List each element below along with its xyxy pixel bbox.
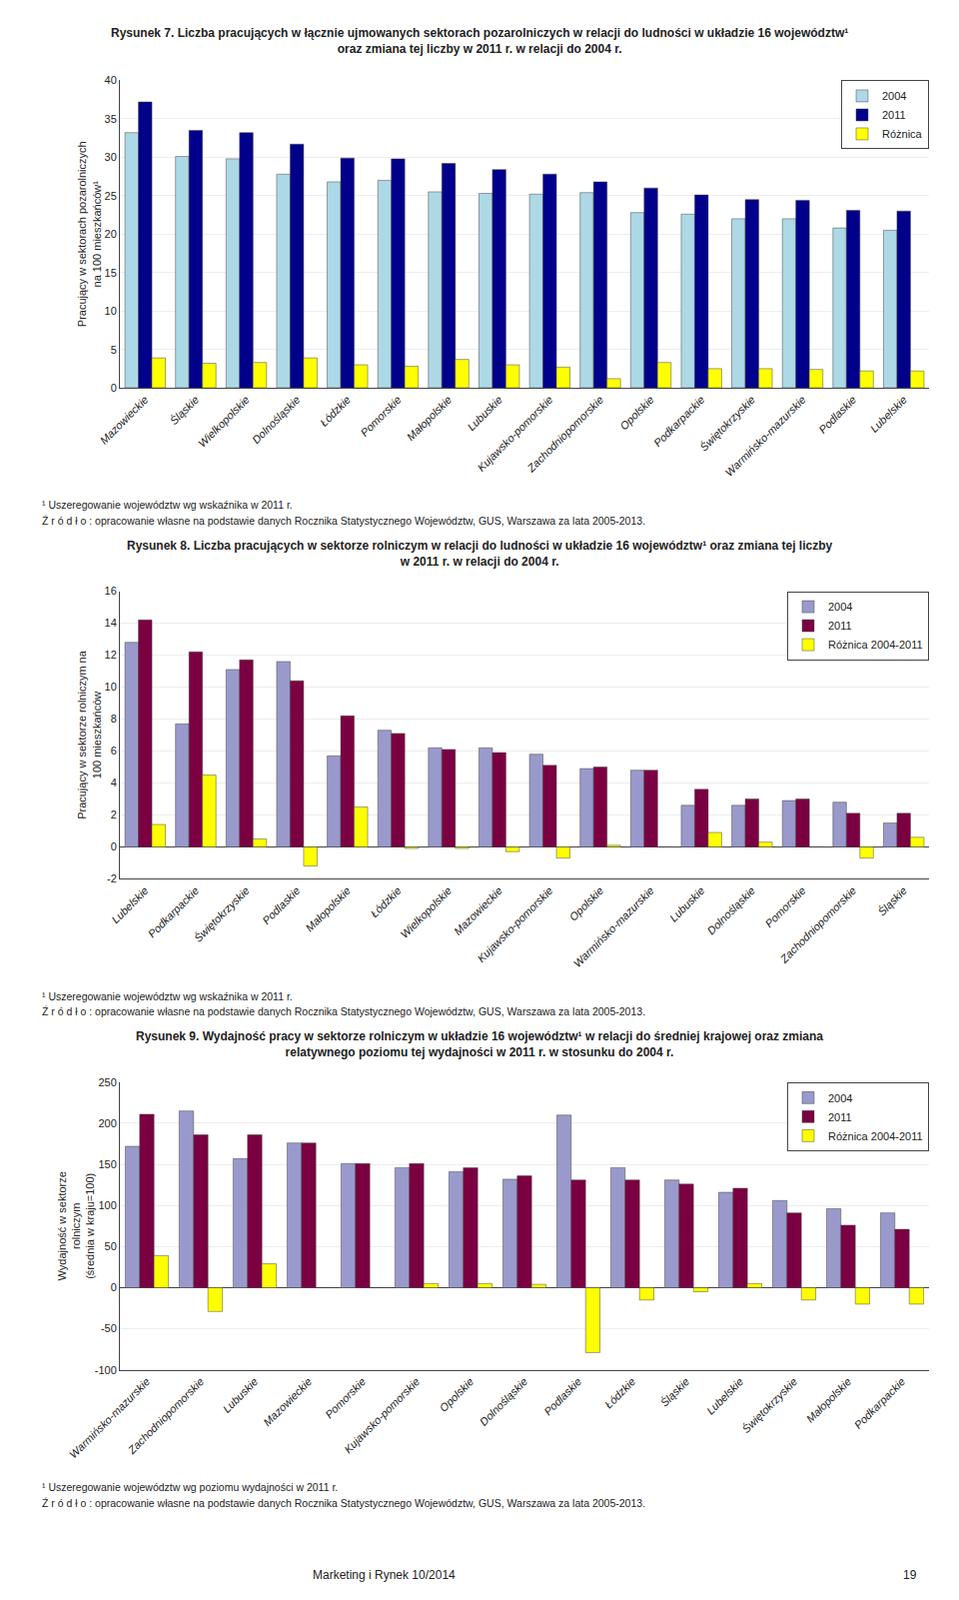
svg-text:19: 19 [903,1567,918,1582]
svg-text:12: 12 [104,648,117,661]
svg-text:40: 40 [104,73,117,86]
svg-text:Małopolskie: Małopolskie [303,884,354,935]
svg-text:Śląskie: Śląskie [658,1374,693,1409]
svg-text:Dolnośląskie: Dolnośląskie [249,393,303,447]
svg-text:Różnica 2004-2011: Różnica 2004-2011 [828,1129,924,1142]
svg-text:2004: 2004 [828,1091,853,1104]
svg-text:2011: 2011 [828,619,853,632]
svg-text:Lubelskie: Lubelskie [108,884,150,926]
svg-text:Ź r ó d ł o : opracowanie włas: Ź r ó d ł o : opracowanie własne na pods… [41,1004,646,1017]
svg-text:Zachodniopomorskie: Zachodniopomorskie [524,393,606,475]
svg-text:-2: -2 [106,872,117,885]
svg-text:Kujawsko-pomorskie: Kujawsko-pomorskie [341,1374,422,1455]
svg-text:10: 10 [104,680,117,693]
svg-text:Mazowieckie: Mazowieckie [451,884,505,938]
svg-text:10: 10 [104,304,117,317]
svg-text:150: 150 [97,1157,116,1170]
svg-text:Opolskie: Opolskie [617,393,657,433]
svg-text:Pomorskie: Pomorskie [763,884,809,930]
svg-text:Lubelskie: Lubelskie [704,1374,746,1416]
svg-text:Świętokrzyskie: Świętokrzyskie [739,1374,800,1435]
svg-text:Warmińsko-mazurskie: Warmińsko-mazurskie [571,884,657,969]
svg-text:Śląskie: Śląskie [875,884,910,919]
svg-text:2011: 2011 [828,1110,853,1123]
svg-text:2: 2 [110,808,117,821]
svg-text:¹ Uszeregowanie województw wg: ¹ Uszeregowanie województw wg poziomu wy… [41,1480,338,1493]
svg-text:6: 6 [110,744,117,757]
svg-text:Zachodniopomorskie: Zachodniopomorskie [124,1374,206,1456]
svg-text:¹ Uszeregowanie województw wg: ¹ Uszeregowanie województw wg wskaźnika … [41,498,293,511]
svg-text:Lubuskie: Lubuskie [220,1374,261,1415]
svg-text:50: 50 [104,1239,117,1252]
svg-text:Podlaskie: Podlaskie [816,393,859,436]
svg-text:Wydajność w sektorzerolniczym(: Wydajność w sektorzerolniczym(średnia w … [55,1170,97,1280]
svg-text:2011: 2011 [882,108,907,121]
svg-text:4: 4 [110,776,117,789]
svg-text:Rysunek 7. Liczba pracujących: Rysunek 7. Liczba pracujących w łącznie … [110,25,849,56]
svg-text:Mazowieckie: Mazowieckie [260,1374,314,1428]
svg-text:14: 14 [104,616,117,629]
svg-text:-50: -50 [100,1321,117,1334]
svg-text:Podkarpackie: Podkarpackie [852,1374,909,1431]
svg-text:Dolnośląskie: Dolnośląskie [705,884,759,938]
svg-text:Pomorskie: Pomorskie [358,393,404,439]
svg-text:Lubuskie: Lubuskie [464,393,505,434]
svg-text:Mazowieckie: Mazowieckie [97,393,151,447]
svg-text:Ź r ó d ł o : opracowanie włas: Ź r ó d ł o : opracowanie własne na pods… [41,514,646,527]
svg-text:Dolnośląskie: Dolnośląskie [477,1374,531,1428]
svg-text:Rysunek 9. Wydajność pracy w s: Rysunek 9. Wydajność pracy w sektorze ro… [135,1028,824,1059]
svg-text:Łódzkie: Łódzkie [317,393,353,429]
svg-text:100: 100 [97,1198,116,1211]
svg-text:30: 30 [104,150,117,163]
svg-text:200: 200 [97,1116,116,1129]
svg-text:Wielkopolskie: Wielkopolskie [397,884,454,941]
svg-text:Podkarpackie: Podkarpackie [651,393,708,450]
svg-text:-100: -100 [94,1363,117,1376]
svg-text:Kujawsko-pomorskie: Kujawsko-pomorskie [474,393,555,474]
svg-text:8: 8 [110,712,117,725]
svg-text:Lubuskie: Lubuskie [667,884,708,925]
svg-text:Świętokrzyskie: Świętokrzyskie [697,393,758,454]
svg-text:Rysunek 8. Liczba pracujących: Rysunek 8. Liczba pracujących w sektorze… [126,538,834,569]
svg-text:Opolskie: Opolskie [566,884,606,924]
svg-text:15: 15 [104,266,117,279]
svg-text:Opolskie: Opolskie [437,1374,477,1414]
svg-text:Marketing i Rynek 10/2014: Marketing i Rynek 10/2014 [312,1567,456,1582]
svg-text:Zachodniopomorskie: Zachodniopomorskie [777,884,859,965]
svg-text:Łódzkie: Łódzkie [602,1374,638,1410]
svg-text:Różnica: Różnica [882,127,924,140]
svg-text:Różnica 2004-2011: Różnica 2004-2011 [828,638,924,651]
svg-text:¹ Uszeregowanie województw wg: ¹ Uszeregowanie województw wg wskaźnika … [41,989,293,1002]
svg-text:Pomorskie: Pomorskie [322,1374,368,1420]
svg-text:Wielkopolskie: Wielkopolskie [195,393,252,450]
svg-text:Ź r ó d ł o : opracowanie włas: Ź r ó d ł o : opracowanie własne na pods… [41,1496,646,1509]
svg-text:Małopolskie: Małopolskie [404,393,455,444]
svg-text:16: 16 [104,584,117,597]
svg-text:Śląskie: Śląskie [167,393,202,428]
svg-text:25: 25 [104,189,117,202]
svg-text:0: 0 [110,840,117,853]
svg-text:Pracujący w sektorze rolniczym: Pracujący w sektorze rolniczym na100 mie… [75,649,102,820]
svg-text:Łódzkie: Łódzkie [367,884,403,920]
svg-text:Podlaskie: Podlaskie [541,1374,584,1417]
svg-text:5: 5 [110,343,117,356]
svg-text:0: 0 [110,1280,117,1293]
svg-text:Podkarpackie: Podkarpackie [145,884,202,941]
svg-text:2004: 2004 [828,600,853,613]
svg-text:Kujawsko-pomorskie: Kujawsko-pomorskie [474,884,555,964]
svg-text:Pracujący w sektorach pozaroln: Pracujący w sektorach pozarolniczychna 1… [75,140,102,327]
svg-text:Małopolskie: Małopolskie [804,1374,855,1425]
svg-text:35: 35 [104,112,117,125]
svg-text:Warmińsko-mazurskie: Warmińsko-mazurskie [66,1374,152,1460]
svg-text:20: 20 [104,227,117,240]
svg-text:Lubelskie: Lubelskie [868,393,910,435]
svg-text:Warmińsko-mazurskie: Warmińsko-mazurskie [722,393,808,479]
svg-text:Świętokrzyskie: Świętokrzyskie [191,884,252,945]
svg-text:2004: 2004 [882,89,907,102]
svg-text:250: 250 [97,1075,116,1088]
svg-text:0: 0 [110,381,117,394]
svg-text:Podlaskie: Podlaskie [259,884,302,927]
